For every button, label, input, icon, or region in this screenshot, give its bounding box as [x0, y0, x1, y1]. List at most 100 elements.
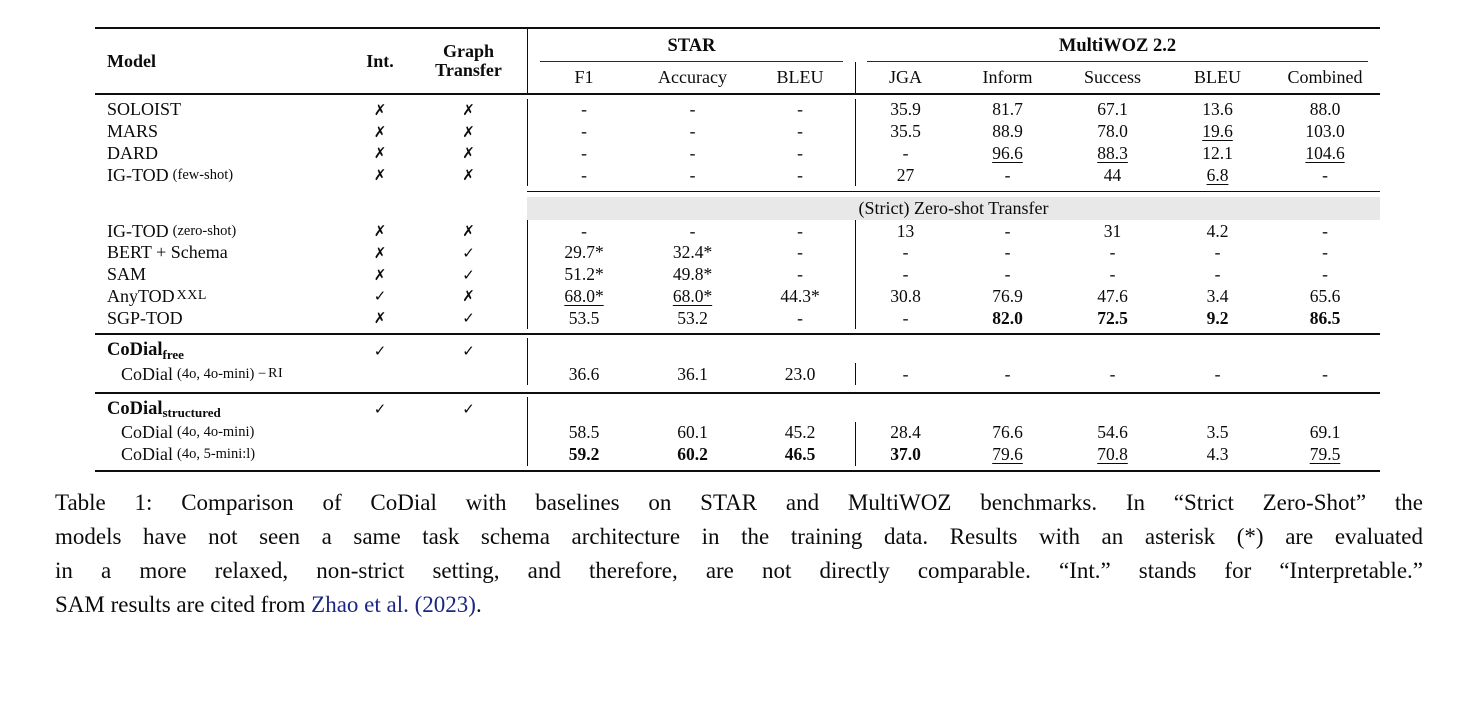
metric-value: -: [1322, 164, 1328, 185]
model-note: (4o, 5-mini:l): [177, 446, 256, 463]
multiwoz-label: MultiWOZ 2.2: [1058, 36, 1177, 56]
table-caption: Table 1: Comparison of CoDial with basel…: [55, 486, 1423, 622]
metric-value: -: [527, 220, 640, 242]
model-name: DARD: [107, 142, 159, 163]
metric-value: -: [855, 363, 955, 385]
graph-mark: [410, 444, 527, 466]
int-mark: [350, 444, 410, 466]
metric-value: -: [855, 142, 955, 165]
metric-value: -: [797, 242, 803, 263]
metric-value: -: [855, 263, 955, 286]
int-mark: ✓: [373, 400, 387, 419]
metric-value: 59.2: [527, 443, 640, 466]
table-row-igtod-fewshot: IG-TOD (few-shot) ✗ ✗ - - - 27 - 44 6.8 …: [95, 164, 1380, 187]
model-name: IG-TOD (few-shot): [95, 164, 350, 186]
model-name: SAM: [107, 264, 147, 285]
graph-mark: ✗: [462, 222, 475, 241]
metric-value: 72.5: [1097, 307, 1128, 328]
metric-value: 49.8*: [672, 264, 713, 285]
int-mark: ✗: [373, 166, 387, 185]
table-row-codial-ri: CoDial (4o, 4o-mini) − RI 36.6 36.1 23.0…: [95, 363, 1380, 389]
table-row-anytod: AnyTOD XXL ✓ ✗ 68.0* 68.0* 44.3* 30.8 76…: [95, 285, 1380, 308]
metric-value: 23.0: [784, 363, 816, 384]
metric-value: 88.9: [992, 121, 1023, 142]
metric-value: 45.2: [784, 422, 816, 443]
metric-value: 69.1: [1309, 422, 1341, 443]
metric-value: -: [797, 142, 803, 163]
metric-value: -: [1322, 220, 1328, 241]
empty-cells: [527, 396, 1380, 422]
metric-value: 76.9: [992, 285, 1023, 306]
metric-value: 60.2: [677, 444, 708, 465]
int-mark: ✗: [373, 265, 387, 284]
metric-value: -: [1322, 363, 1328, 384]
metric-value: 60.1: [677, 422, 708, 443]
metric-value: 44: [1103, 164, 1122, 185]
col-header-graph-transfer: Graph Transfer: [410, 29, 527, 93]
metric-value: -: [689, 99, 696, 120]
graph-mark: ✗: [462, 166, 475, 185]
metric-value: 82.0: [992, 307, 1023, 328]
table-top-rule: [95, 27, 1380, 29]
metric-value: 3.5: [1206, 422, 1229, 443]
table-row-dard: DARD ✗ ✗ - - - - 96.6 88.3 12.1 104.6: [95, 142, 1380, 165]
table-row-soloist: SOLOIST ✗ ✗ - - - 35.9 81.7 67.1 13.6 88…: [95, 99, 1380, 121]
metric-value: 81.7: [992, 99, 1023, 120]
metric-value: 58.5: [527, 421, 640, 444]
metric-value: -: [689, 121, 696, 142]
int-mark: ✗: [373, 222, 387, 241]
table-row-codial-free-header: CoDial free ✓ ✓: [95, 335, 1380, 364]
model-name: SOLOIST: [107, 99, 182, 120]
metric-value: 88.0: [1309, 99, 1341, 120]
star-label: STAR: [667, 36, 716, 56]
section-rule: [95, 333, 1380, 336]
metric-value: -: [1004, 363, 1011, 384]
metric-value: -: [797, 264, 803, 285]
model-main: CoDial: [121, 444, 173, 465]
citation-year-link[interactable]: (2023): [408, 591, 476, 617]
graph-mark: ✓: [462, 265, 475, 284]
citation-link[interactable]: Zhao et al.: [311, 591, 409, 617]
metric-value: 32.4*: [672, 242, 713, 263]
graph-mark: ✗: [462, 287, 475, 306]
graph-mark: [410, 422, 527, 444]
metric-value: 54.6: [1097, 422, 1128, 443]
table-row-codial-4o: CoDial (4o, 4o-mini) 58.5 60.1 45.2 28.4…: [95, 421, 1380, 444]
graph-mark: ✓: [462, 341, 475, 360]
metric-value: -: [1004, 164, 1011, 185]
codial-structured-block: CoDial structured ✓ ✓ CoDial (4o, 4o-min…: [95, 394, 1380, 470]
metric-value: -: [1004, 264, 1011, 285]
metric-value: 13: [855, 220, 955, 242]
col-header-bleu-multiwoz: BLEU: [1194, 67, 1241, 87]
metric-value: 103.0: [1305, 121, 1345, 142]
metric-value: 53.2: [677, 307, 708, 328]
metric-value: -: [689, 164, 696, 185]
int-mark: ✗: [373, 144, 387, 163]
caption-text: .: [475, 591, 482, 617]
metric-value: -: [797, 220, 803, 241]
metric-value: 65.6: [1309, 285, 1341, 306]
col-header-inform: Inform: [982, 67, 1033, 87]
table-row-bert-schema: BERT + Schema ✗ ✓ 29.7* 32.4* - - - - - …: [95, 241, 1380, 264]
metric-value: 3.4: [1206, 285, 1229, 306]
metric-value: 28.4: [855, 421, 955, 444]
metric-value: -: [689, 220, 696, 241]
metric-value: 13.6: [1202, 99, 1233, 120]
metric-value: 68.0*: [527, 285, 640, 308]
caption-text: SAM results are cited from: [55, 591, 312, 617]
graph-mark: ✗: [462, 144, 475, 163]
metric-value: -: [1214, 242, 1221, 263]
metric-value: -: [797, 121, 803, 142]
model-name: CoDial free: [95, 338, 350, 363]
metric-value: -: [1322, 242, 1328, 263]
metric-value: -: [1109, 264, 1116, 285]
int-mark: [350, 422, 410, 444]
header-bottom-rule: [95, 93, 1380, 95]
metric-value: 30.8: [855, 285, 955, 308]
metric-value: 31: [1103, 220, 1122, 241]
metric-value: 51.2*: [527, 263, 640, 286]
graph-mark: ✗: [462, 122, 475, 141]
metric-value: -: [1214, 363, 1221, 384]
metric-value: -: [797, 307, 803, 328]
model-note: (4o, 4o-mini) −: [177, 365, 267, 382]
